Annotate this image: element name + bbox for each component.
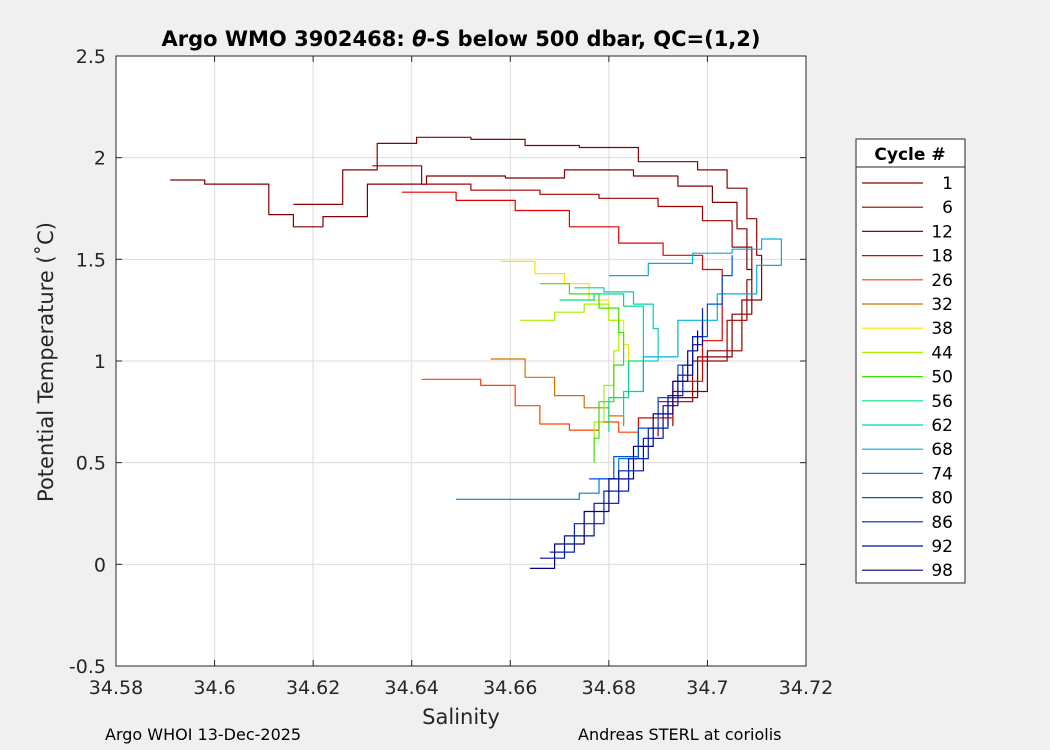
legend: Cycle # 1 6 12 18 26 32 38 44 50 56 62 68 74 80 86 92 98 <box>855 138 966 584</box>
y-tick-label: 1.5 <box>76 249 106 271</box>
legend-label-86: 86 <box>931 513 953 533</box>
x-tick-label: 34.72 <box>779 677 833 699</box>
legend-items: 1 6 12 18 26 32 38 44 50 56 62 68 74 80 86 92 98 <box>862 174 953 581</box>
y-tick-label: -0.5 <box>69 656 106 678</box>
legend-title: Cycle # <box>874 145 945 165</box>
y-tick-label: 0.5 <box>76 453 106 475</box>
series-line-cycle-50 <box>539 283 625 463</box>
series-layer <box>170 136 782 569</box>
series-line-cycle-32 <box>490 358 625 427</box>
y-axis-label: Potential Temperature (˚C) <box>34 222 58 502</box>
legend-label-98: 98 <box>931 561 953 581</box>
series-line-cycle-74 <box>456 432 639 500</box>
x-tick-label: 34.7 <box>686 677 728 699</box>
legend-label-62: 62 <box>931 416 953 436</box>
series-line-cycle-68 <box>608 238 782 392</box>
y-tick-label: 0 <box>94 554 106 576</box>
legend-label-56: 56 <box>931 392 953 412</box>
series-line-cycle-6 <box>293 136 763 427</box>
footer-right: Andreas STERL at coriolis <box>578 725 782 744</box>
x-tick-label: 34.64 <box>385 677 439 699</box>
legend-label-44: 44 <box>931 343 953 363</box>
legend-label-1: 1 <box>942 174 953 194</box>
series-line-cycle-26 <box>421 378 639 443</box>
legend-label-38: 38 <box>931 319 953 339</box>
legend-label-74: 74 <box>931 464 953 484</box>
series-line-cycle-12 <box>372 165 753 437</box>
legend-label-32: 32 <box>931 295 953 315</box>
x-tick-label: 34.62 <box>286 677 340 699</box>
footer-left: Argo WHOI 13-Dec-2025 <box>105 725 302 744</box>
legend-label-80: 80 <box>931 489 953 509</box>
legend-label-92: 92 <box>931 537 953 557</box>
x-tick-label: 34.66 <box>483 677 537 699</box>
axis-ticks: 34.58 34.6 34.62 34.64 34.66 34.68 34.7 34.72 2.… <box>69 46 833 699</box>
legend-label-26: 26 <box>931 271 953 291</box>
legend-label-50: 50 <box>931 368 953 388</box>
y-tick-label: 2.5 <box>76 46 106 68</box>
legend-label-18: 18 <box>931 247 953 267</box>
chart-title: Argo WMO 3902468: θ-S below 500 dbar, QC… <box>161 27 760 51</box>
series-line-cycle-1 <box>170 169 753 427</box>
legend-label-6: 6 <box>942 198 953 218</box>
series-line-cycle-98 <box>530 330 699 569</box>
series-line-cycle-56 <box>559 293 644 433</box>
series-line-cycle-80 <box>589 255 733 480</box>
x-tick-label: 34.68 <box>582 677 636 699</box>
legend-label-12: 12 <box>931 222 953 242</box>
legend-label-68: 68 <box>931 440 953 460</box>
legend-box <box>855 138 966 584</box>
y-tick-label: 2 <box>94 148 106 170</box>
y-tick-label: 1 <box>94 351 106 373</box>
x-axis-label: Salinity <box>422 705 500 729</box>
x-tick-label: 34.6 <box>193 677 235 699</box>
x-tick-label: 34.58 <box>89 677 143 699</box>
